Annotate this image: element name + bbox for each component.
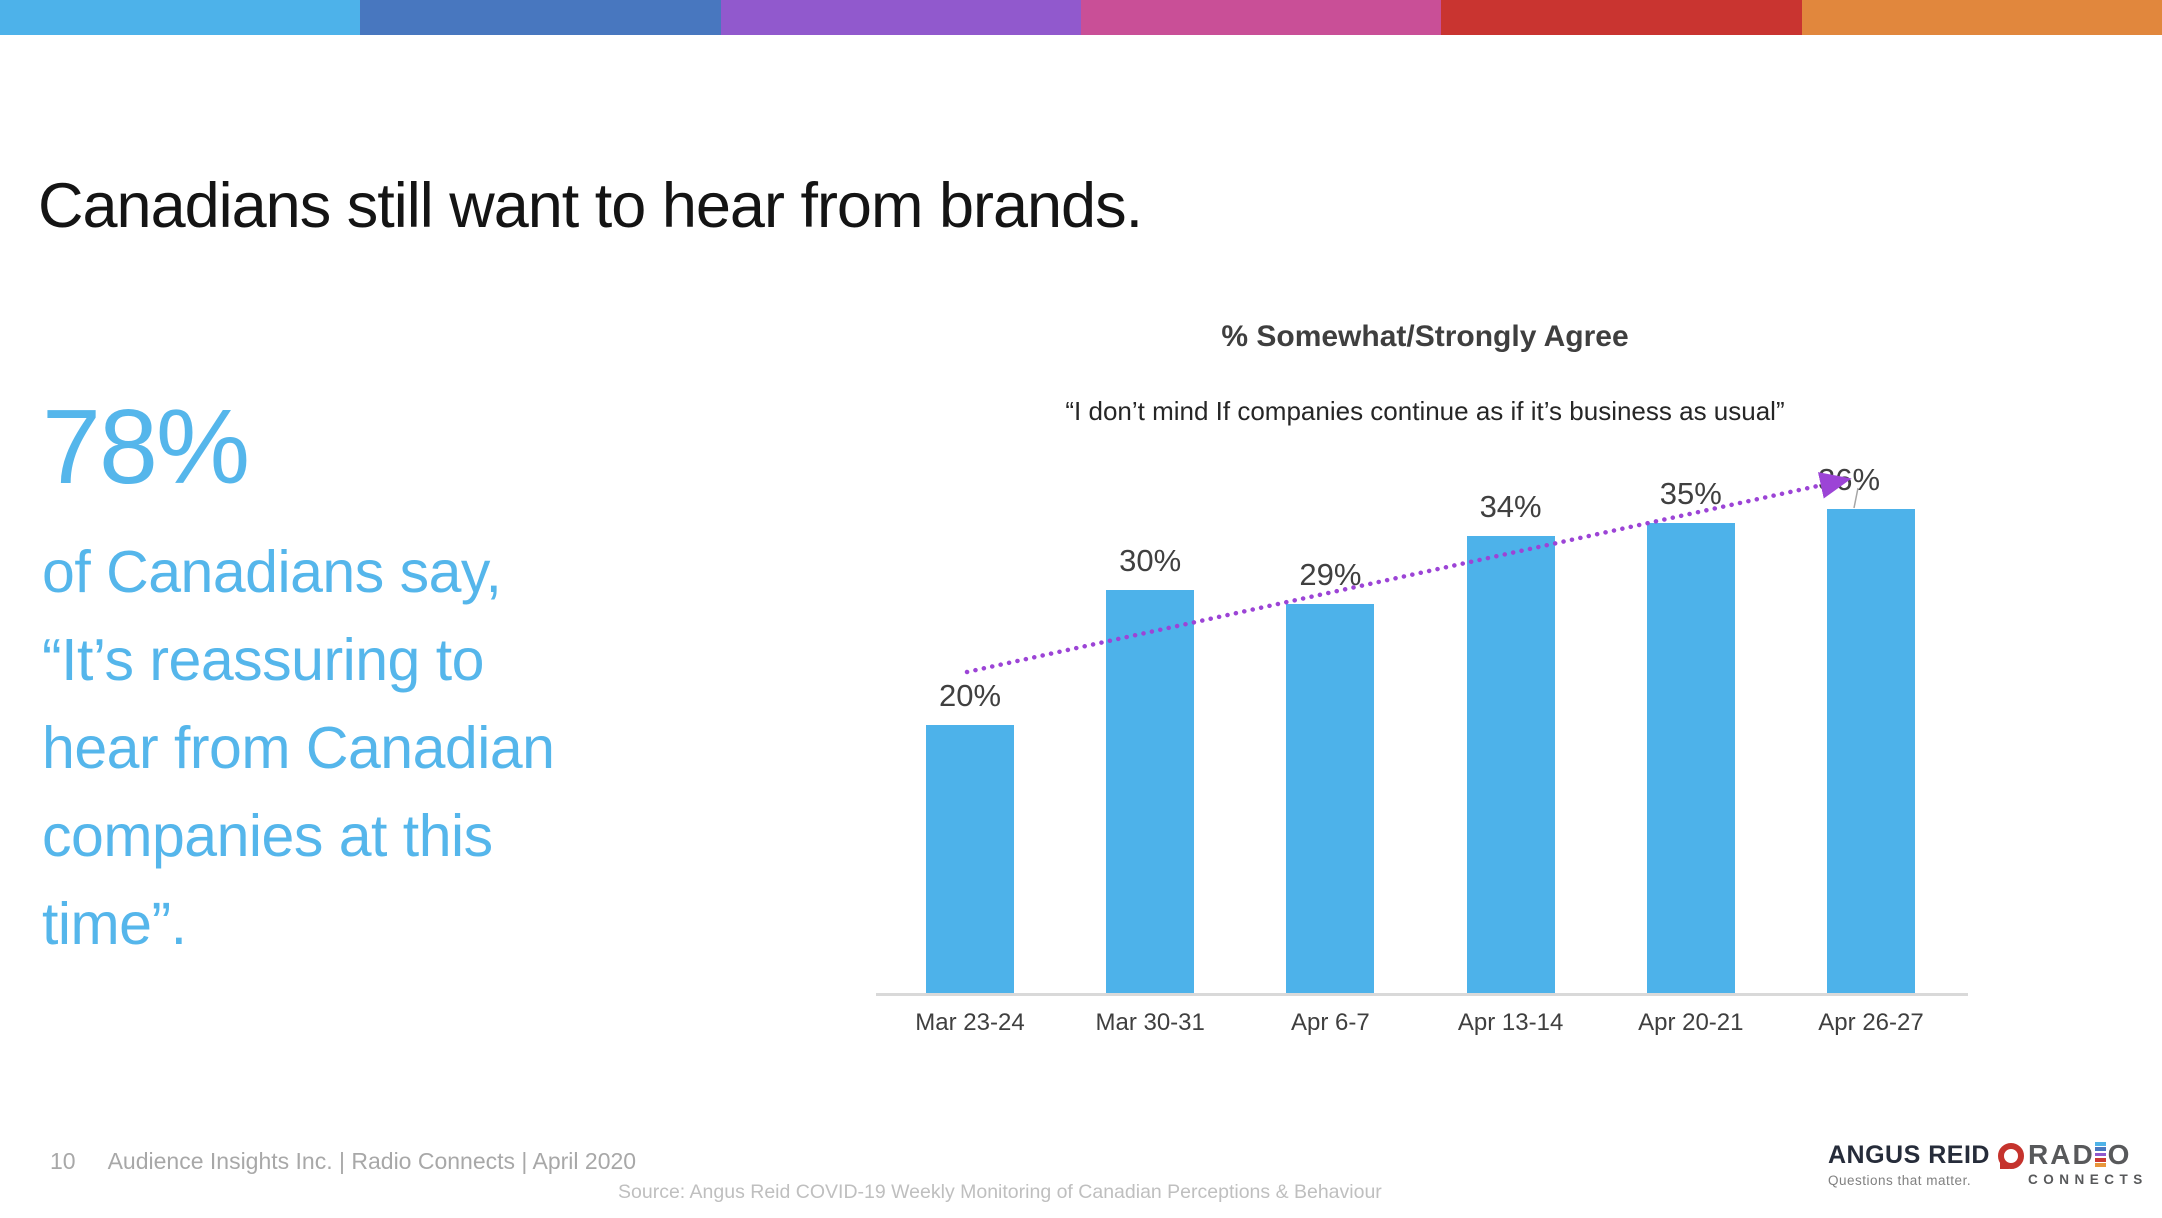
bar-Apr 20-21	[1646, 522, 1735, 995]
radio-i-bar	[2094, 1142, 2106, 1146]
x-axis-category-label: Apr 20-21	[1638, 1009, 1744, 1036]
bar-Mar 23-24	[926, 725, 1014, 995]
slide-title: Canadians still want to hear from brands…	[38, 171, 1143, 242]
bar-Apr 26-27	[1827, 509, 1915, 995]
bar-Apr 6-7	[1286, 603, 1375, 995]
radio-logo-text-right: O	[2107, 1139, 2132, 1170]
bar-chart-plot: 20% Mar 23-24 30% Mar 30-31 29% Apr 6-7 34% Apr…	[880, 420, 1970, 1036]
stat-quote-line: “It’s reassuring to	[42, 627, 484, 693]
x-axis-category-label: Apr 26-27	[1818, 1009, 1924, 1036]
radio-logo-text-left: RAD	[2028, 1139, 2095, 1170]
x-axis-category-label: Apr 13-14	[1457, 1009, 1564, 1036]
radio-i-bars-icon	[2094, 1142, 2106, 1167]
x-axis-category-label: Mar 23-24	[915, 1009, 1025, 1036]
bar-value-label: 30%	[1119, 543, 1182, 578]
source-line-1: Source: Angus Reid COVID-19 Weekly Monit…	[618, 1181, 1382, 1203]
accent-stripe-segment	[1441, 0, 1802, 35]
radio-i-bar	[2094, 1157, 2106, 1162]
footer-text: Audience Insights Inc. | Radio Connects …	[107, 1148, 637, 1174]
slide-footer: 10 Audience Insights Inc. | Radio Connect…	[50, 1148, 636, 1175]
radio-i-bar	[2094, 1152, 2106, 1157]
trendline-overlay	[964, 472, 1859, 675]
speech-bubble-icon	[1997, 1142, 2024, 1169]
accent-stripe	[0, 0, 2162, 35]
radio-i-bar	[2094, 1163, 2106, 1167]
x-axis-category-label: Apr 6-7	[1291, 1009, 1370, 1036]
chart-subtitle: “I don’t mind If companies continue as i…	[1065, 396, 1785, 426]
accent-stripe-segment	[360, 0, 721, 35]
page-number: 10	[50, 1148, 76, 1174]
x-axis-line	[876, 993, 1968, 996]
bar-value-label: 20%	[938, 678, 1002, 713]
stat-value: 78%	[42, 388, 250, 506]
accent-stripe-segment	[720, 0, 1081, 35]
bar-value-label: 29%	[1299, 556, 1362, 592]
radio-i-bar	[2094, 1147, 2106, 1152]
bar-Apr 13-14	[1466, 536, 1555, 995]
stat-quote-line: hear from Canadian	[42, 715, 555, 781]
chart-title: % Somewhat/Strongly Agree	[1221, 320, 1629, 353]
radio-connects-text: CONNECTS	[2028, 1172, 2148, 1187]
stat-quote: of Canadians say, “It’s reassuring to he…	[42, 528, 602, 968]
accent-stripe-segment	[1080, 0, 1442, 35]
bar-Mar 30-31	[1106, 590, 1195, 995]
bar-value-label: 34%	[1479, 489, 1542, 524]
bar-value-label: 36%	[1817, 462, 1881, 497]
source-note: Source: Angus Reid COVID-19 Weekly Monit…	[618, 1132, 1698, 1218]
angus-reid-logo: ANGUS REID Questions that matter.	[1828, 1141, 2024, 1188]
radio-connects-logo: RAD O CONNECTS	[2028, 1139, 2148, 1188]
stat-quote-line: of Canadians say,	[42, 539, 502, 605]
accent-stripe-segment	[1801, 0, 2162, 35]
bar-value-label: 35%	[1659, 475, 1722, 511]
accent-stripe-segment	[0, 0, 361, 35]
x-axis-category-label: Mar 30-31	[1095, 1009, 1205, 1036]
angus-reid-tagline: Questions that matter.	[1828, 1173, 1972, 1188]
stat-quote-line: time”.	[42, 891, 187, 957]
angus-reid-logo-text: ANGUS REID	[1828, 1141, 1990, 1169]
stat-quote-line: companies at this	[42, 803, 493, 869]
